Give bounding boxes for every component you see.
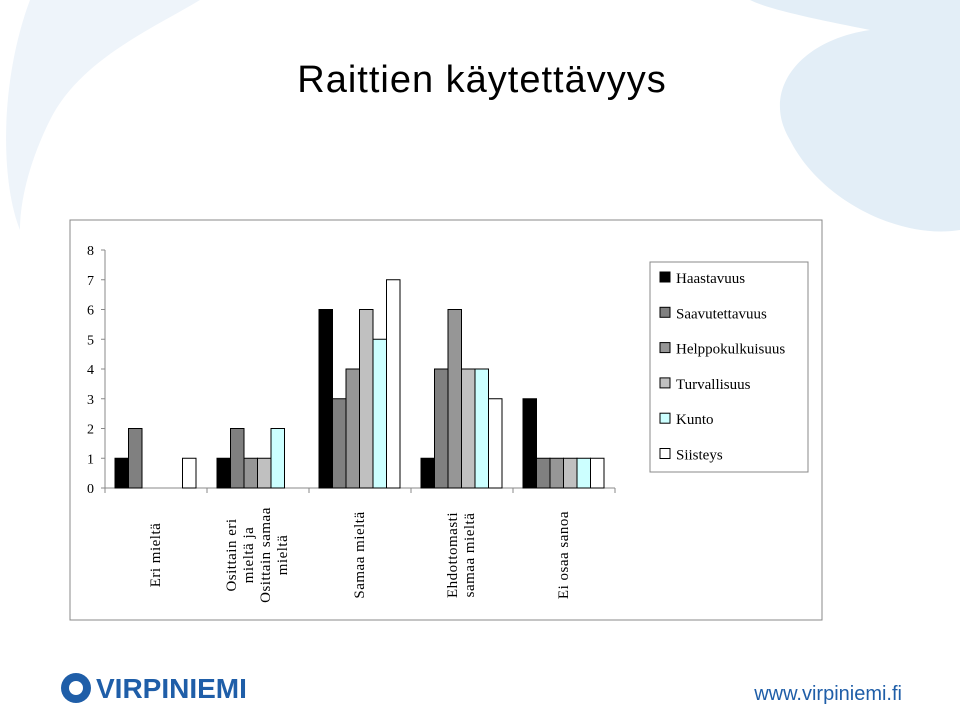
bar — [372, 338, 387, 489]
legend-swatch — [659, 306, 671, 318]
bar — [345, 368, 360, 489]
bar — [549, 457, 564, 489]
y-tick-label: 7 — [87, 274, 94, 289]
legend-label: Haastavuus — [676, 271, 745, 287]
y-tick-label: 3 — [87, 393, 94, 408]
legend-swatch — [659, 412, 671, 424]
bar — [434, 368, 449, 489]
x-tick-label: Ei osaa sanoa — [555, 510, 572, 600]
legend-swatch — [659, 342, 671, 354]
legend-label: Saavutettavuus — [676, 306, 767, 322]
y-tick-label: 8 — [87, 244, 94, 259]
bar — [420, 457, 435, 489]
decoration — [6, 0, 200, 230]
bar — [488, 398, 503, 489]
bar — [563, 457, 578, 489]
bar — [257, 457, 272, 489]
bar — [128, 428, 143, 489]
logo-text: VIRPINIEMI — [96, 673, 247, 704]
x-tick-label: Eri mieltä — [147, 522, 164, 588]
x-tick-label: Samaa mieltä — [351, 511, 368, 599]
x-tick-label: Osittain eri mieltä ja Osittain samaa mi… — [224, 507, 291, 603]
decoration — [750, 0, 960, 232]
bar — [576, 457, 591, 489]
legend-label: Helppokulkuisuus — [676, 342, 785, 358]
legend-label: Siisteys — [676, 448, 723, 464]
bar — [447, 309, 462, 489]
bar — [114, 457, 129, 489]
bar — [522, 398, 537, 489]
bar — [182, 457, 197, 489]
y-tick-label: 2 — [87, 423, 94, 438]
legend-swatch — [659, 377, 671, 389]
chart-title: Raittien käytettävyys — [297, 59, 666, 101]
y-tick-label: 6 — [87, 304, 94, 319]
y-tick-label: 0 — [87, 482, 94, 497]
bar — [230, 428, 245, 489]
y-tick-label: 5 — [87, 333, 94, 348]
bar — [243, 457, 258, 489]
bar — [332, 398, 347, 489]
bar — [590, 457, 605, 489]
legend-label: Turvallisuus — [676, 377, 751, 393]
x-tick-label: Ehdottomasti samaa mieltä — [445, 512, 478, 598]
legend-label: Kunto — [676, 412, 714, 428]
bar — [386, 279, 401, 489]
bar — [270, 428, 285, 489]
legend-swatch — [659, 448, 671, 459]
bar — [474, 368, 489, 489]
bar — [318, 309, 333, 489]
legend-swatch — [659, 271, 671, 283]
bar — [461, 368, 476, 489]
y-tick-label: 4 — [87, 363, 94, 378]
url: www.virpiniemi.fi — [753, 683, 902, 705]
bar — [359, 309, 374, 489]
y-tick-label: 1 — [87, 452, 94, 467]
bar — [536, 457, 551, 489]
bar — [216, 457, 231, 489]
logo-icon — [69, 681, 83, 695]
legend-box — [649, 261, 809, 473]
